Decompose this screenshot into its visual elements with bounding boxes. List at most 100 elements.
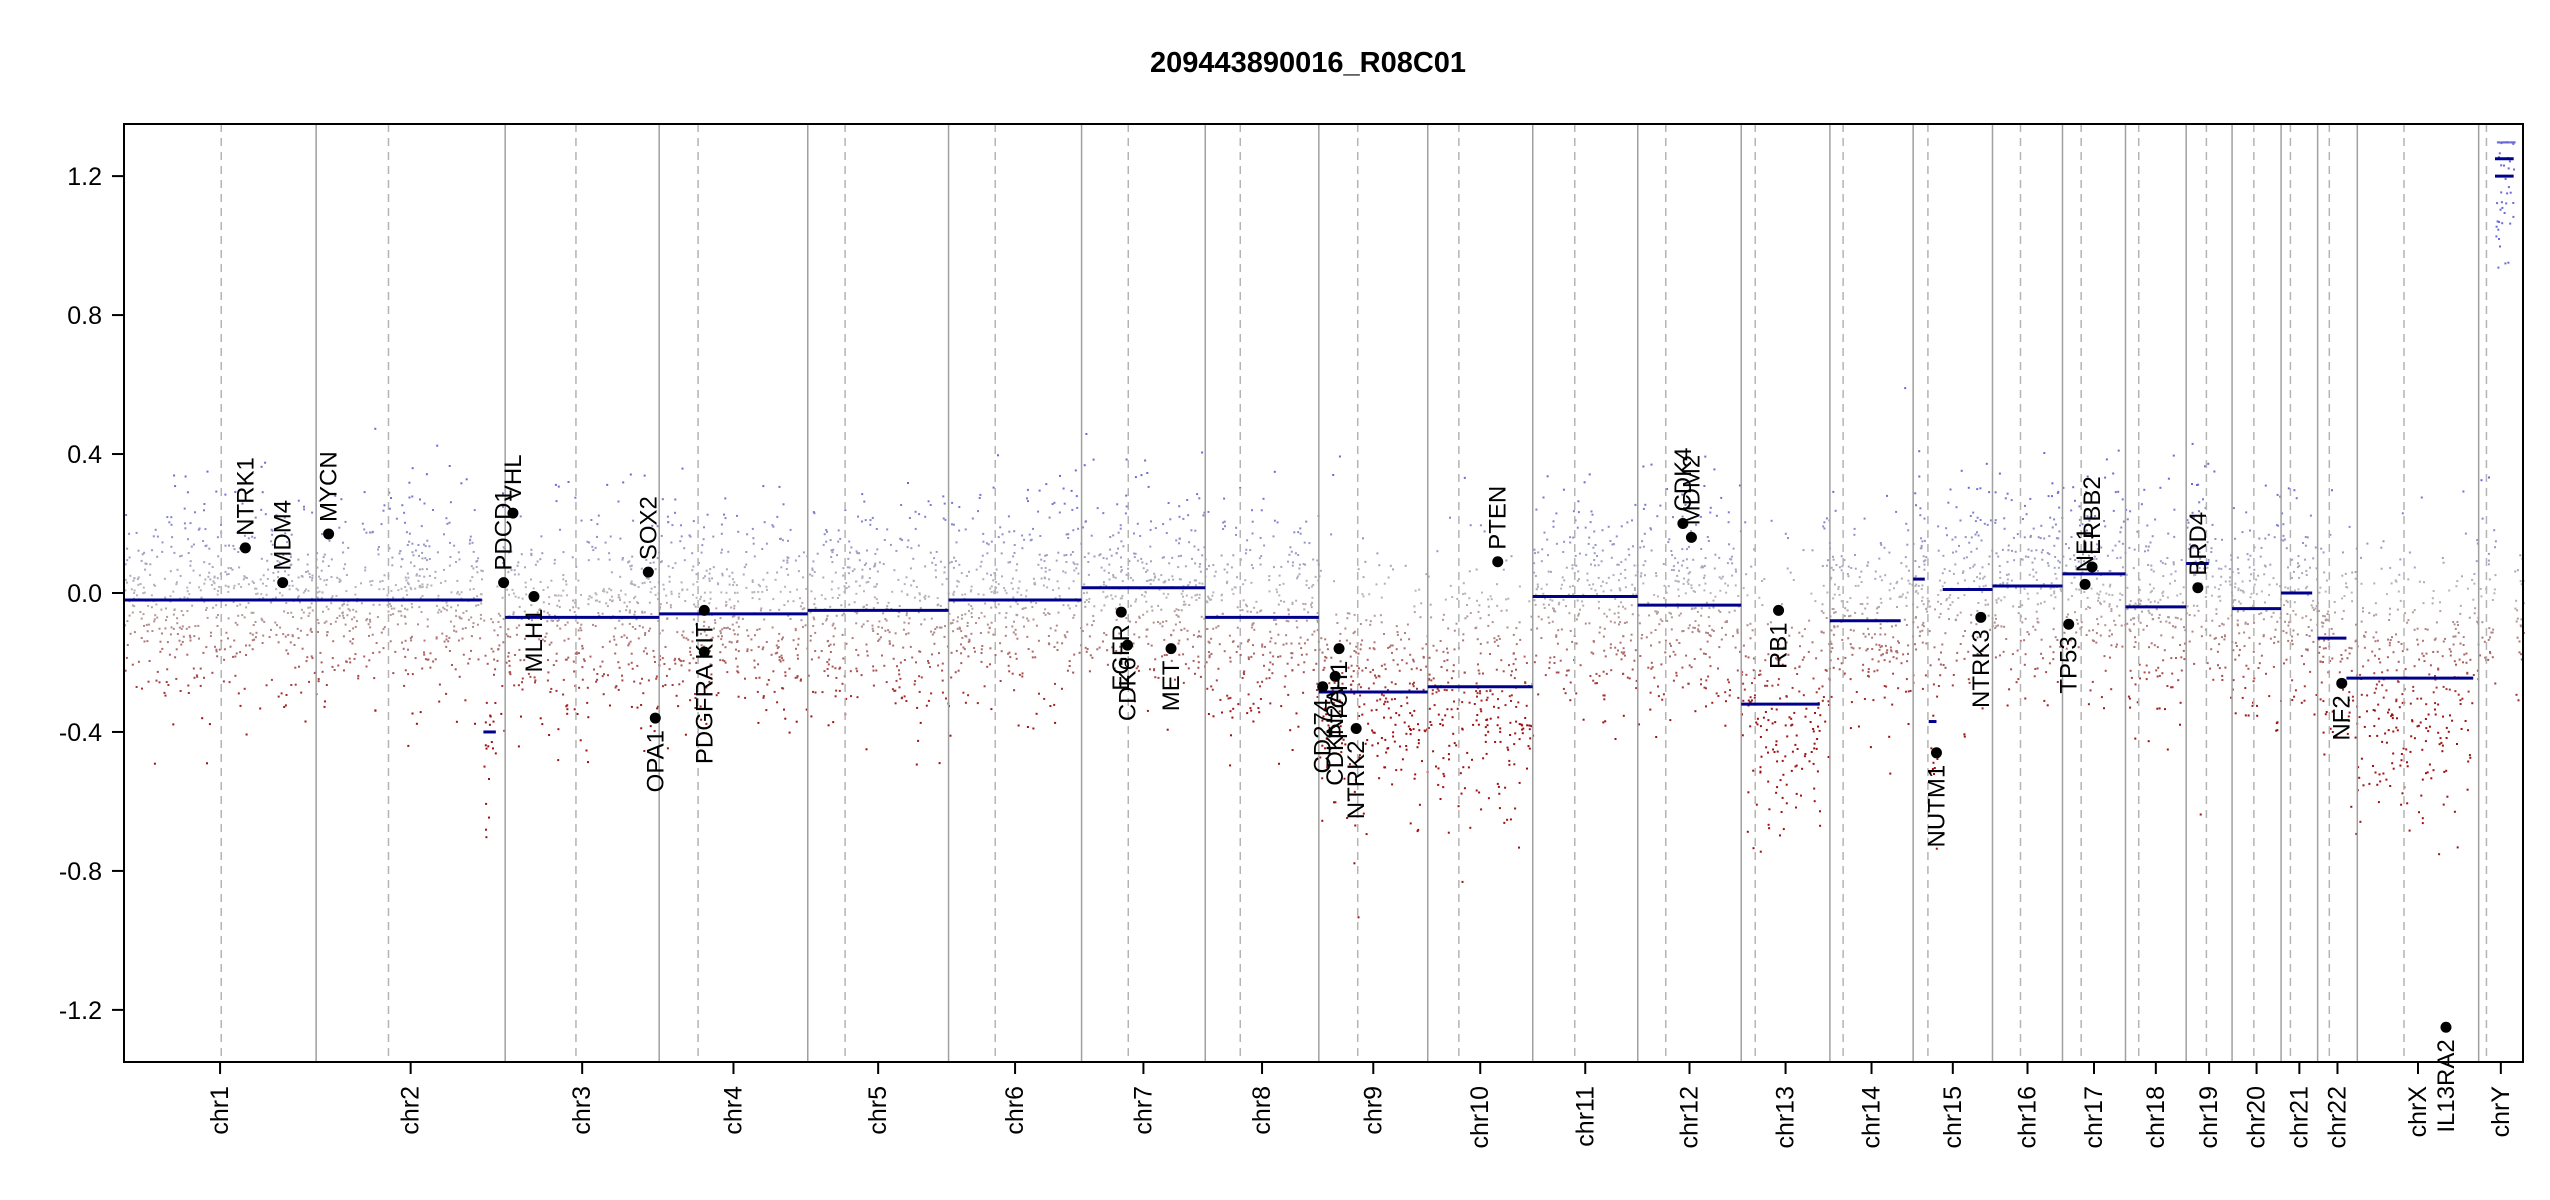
probe-point <box>169 570 172 573</box>
probe-point <box>1865 649 1868 652</box>
probe-point <box>1332 702 1335 705</box>
probe-point <box>1273 619 1275 621</box>
probe-point <box>565 705 568 708</box>
probe-point <box>1023 538 1026 541</box>
probe-point <box>567 656 570 659</box>
probe-point <box>906 546 909 549</box>
probe-point <box>1620 658 1623 661</box>
probe-point <box>239 651 242 654</box>
probe-point <box>567 637 570 640</box>
probe-point <box>587 716 590 719</box>
probe-point <box>1246 712 1249 715</box>
probe-point <box>1406 702 1409 705</box>
probe-point <box>1431 692 1434 695</box>
probe-point <box>720 551 723 554</box>
probe-point <box>2012 536 2015 539</box>
probe-point <box>1051 503 1054 506</box>
probe-point <box>1446 669 1449 672</box>
probe-point <box>784 585 787 588</box>
probe-point <box>1105 557 1108 560</box>
probe-point <box>953 590 956 593</box>
probe-point <box>1209 598 1211 601</box>
probe-point <box>1198 597 1201 599</box>
probe-point <box>839 666 842 669</box>
probe-point <box>1584 622 1587 625</box>
probe-point <box>1544 597 1546 600</box>
probe-point <box>1918 634 1921 637</box>
probe-point <box>2046 562 2049 565</box>
probe-point <box>316 566 319 569</box>
probe-point <box>1037 510 1040 513</box>
probe-point <box>898 686 901 689</box>
probe-point <box>699 705 702 708</box>
probe-point <box>198 586 201 589</box>
probe-point <box>342 567 345 570</box>
probe-point <box>172 613 175 616</box>
probe-point <box>1480 808 1483 811</box>
probe-point <box>938 626 941 629</box>
probe-point <box>736 670 739 673</box>
probe-point <box>1601 549 1604 552</box>
probe-point <box>796 588 799 591</box>
probe-point <box>1572 584 1574 587</box>
probe-point <box>1703 577 1705 579</box>
probe-point <box>752 537 755 540</box>
probe-point <box>343 603 345 605</box>
probe-point <box>990 585 993 588</box>
probe-point <box>1900 662 1903 665</box>
probe-point <box>310 602 313 605</box>
probe-point <box>1713 468 1716 471</box>
probe-point <box>449 620 452 623</box>
probe-point <box>1517 701 1520 704</box>
probe-point <box>635 618 638 621</box>
probe-point <box>228 681 231 684</box>
probe-point <box>601 646 604 649</box>
probe-point <box>721 574 724 577</box>
probe-point <box>1259 610 1262 613</box>
probe-point <box>573 601 576 604</box>
probe-point <box>659 606 662 609</box>
probe-point <box>527 672 530 675</box>
probe-point <box>1781 663 1784 666</box>
probe-point <box>1405 662 1408 665</box>
probe-point <box>1937 658 1940 661</box>
probe-point <box>919 599 921 602</box>
probe-point <box>606 483 609 486</box>
probe-point <box>485 828 487 831</box>
probe-point <box>1114 607 1117 610</box>
probe-point <box>1172 578 1175 581</box>
probe-point <box>673 659 676 662</box>
probe-point <box>1286 662 1289 665</box>
probe-point <box>821 622 824 625</box>
probe-point <box>446 604 449 607</box>
probe-point <box>1734 568 1737 571</box>
probe-point <box>1764 711 1767 713</box>
probe-point <box>1909 689 1912 692</box>
probe-point <box>1110 554 1113 557</box>
probe-point <box>317 678 320 680</box>
probe-point <box>778 608 781 611</box>
probe-point <box>2053 607 2055 610</box>
probe-point <box>1727 511 1730 514</box>
probe-point <box>1644 503 1647 506</box>
probe-point <box>963 648 966 651</box>
probe-point <box>927 660 929 662</box>
probe-point <box>289 641 292 644</box>
probe-point <box>2057 559 2060 562</box>
probe-point <box>1422 655 1425 658</box>
probe-point <box>216 536 219 539</box>
probe-point <box>1325 656 1328 659</box>
probe-point <box>1047 612 1050 615</box>
probe-point <box>1303 642 1306 645</box>
probe-point <box>1840 555 1843 558</box>
probe-point <box>550 579 553 582</box>
probe-point <box>1331 689 1334 692</box>
probe-point <box>1206 687 1209 690</box>
probe-point <box>706 513 709 516</box>
probe-point <box>1295 712 1298 715</box>
probe-point <box>1776 786 1779 789</box>
probe-point <box>1119 597 1122 600</box>
probe-point <box>1533 571 1536 574</box>
probe-point <box>227 637 229 640</box>
probe-point <box>742 573 745 576</box>
